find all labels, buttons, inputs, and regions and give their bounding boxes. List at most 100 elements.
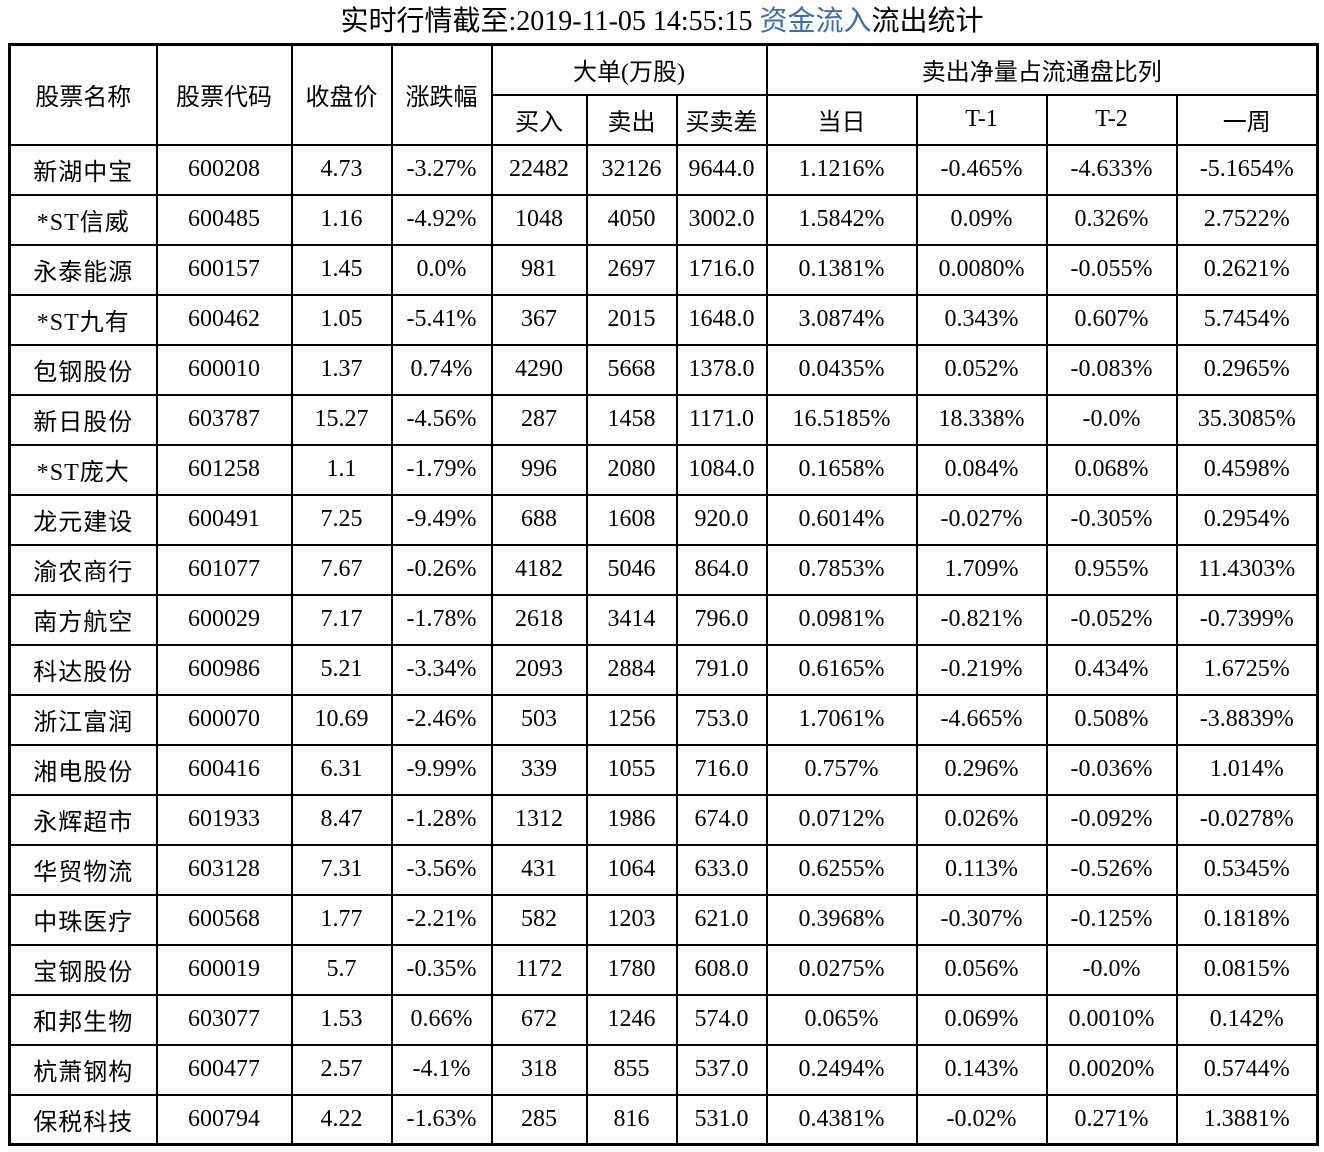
- today-ratio-cell: 0.757%: [765, 743, 918, 796]
- change-percent-cell: 0.66%: [390, 993, 493, 1046]
- change-percent-cell: -5.41%: [390, 293, 493, 346]
- stock-code-cell: 603077: [155, 993, 293, 1046]
- stock-code-cell: 600157: [155, 243, 293, 296]
- close-price-cell: 1.05: [290, 293, 393, 346]
- table-row: 南方航空 600029 7.17 -1.78% 2618 3414 796.0 0.0981%…: [8, 593, 1319, 646]
- buy-sell-diff-cell: 864.0: [675, 543, 768, 596]
- t2-ratio-cell: 0.434%: [1045, 643, 1178, 696]
- table-body: 新湖中宝 600208 4.73 -3.27% 22482 32126 9644.0 1.12…: [8, 143, 1319, 1146]
- stock-code-cell: 600010: [155, 343, 293, 396]
- sell-volume-cell: 1608: [585, 493, 678, 546]
- today-ratio-cell: 16.5185%: [765, 393, 918, 446]
- t2-ratio-cell: 0.508%: [1045, 693, 1178, 746]
- t1-ratio-cell: 0.143%: [915, 1043, 1048, 1096]
- t1-ratio-cell: 0.052%: [915, 343, 1048, 396]
- week-ratio-cell: 11.4303%: [1175, 543, 1319, 596]
- t1-ratio-cell: 1.709%: [915, 543, 1048, 596]
- change-percent-cell: -2.21%: [390, 893, 493, 946]
- stock-code-cell: 600794: [155, 1093, 293, 1146]
- t2-ratio-cell: 0.326%: [1045, 193, 1178, 246]
- today-ratio-cell: 0.4381%: [765, 1093, 918, 1146]
- t1-ratio-cell: 0.084%: [915, 443, 1048, 496]
- buy-volume-cell: 4182: [490, 543, 588, 596]
- close-price-cell: 5.7: [290, 943, 393, 996]
- table-row: 宝钢股份 600019 5.7 -0.35% 1172 1780 608.0 0.0275% 0…: [8, 943, 1319, 996]
- buy-sell-diff-cell: 753.0: [675, 693, 768, 746]
- sell-volume-cell: 816: [585, 1093, 678, 1146]
- t2-ratio-cell: -0.036%: [1045, 743, 1178, 796]
- t1-ratio-cell: 0.026%: [915, 793, 1048, 846]
- t2-ratio-cell: -0.052%: [1045, 593, 1178, 646]
- buy-sell-diff-cell: 621.0: [675, 893, 768, 946]
- stock-code-cell: 603128: [155, 843, 293, 896]
- table-row: 渝农商行 601077 7.67 -0.26% 4182 5046 864.0 0.7853%…: [8, 543, 1319, 596]
- stock-name-cell: 浙江富润: [8, 693, 158, 746]
- stock-name-cell: 新日股份: [8, 393, 158, 446]
- close-price-cell: 7.67: [290, 543, 393, 596]
- buy-sell-diff-cell: 3002.0: [675, 193, 768, 246]
- close-price-cell: 1.16: [290, 193, 393, 246]
- buy-sell-diff-cell: 716.0: [675, 743, 768, 796]
- today-ratio-cell: 0.065%: [765, 993, 918, 1046]
- buy-sell-diff-cell: 633.0: [675, 843, 768, 896]
- week-ratio-cell: 35.3085%: [1175, 393, 1319, 446]
- table-row: 科达股份 600986 5.21 -3.34% 2093 2884 791.0 0.6165%…: [8, 643, 1319, 696]
- change-percent-cell: -1.63%: [390, 1093, 493, 1146]
- t1-ratio-cell: -4.665%: [915, 693, 1048, 746]
- sell-volume-cell: 1203: [585, 893, 678, 946]
- close-price-cell: 1.45: [290, 243, 393, 296]
- week-ratio-cell: 1.3881%: [1175, 1093, 1319, 1146]
- today-ratio-cell: 0.1658%: [765, 443, 918, 496]
- buy-volume-cell: 318: [490, 1043, 588, 1096]
- t2-ratio-cell: 0.0020%: [1045, 1043, 1178, 1096]
- stock-code-cell: 600568: [155, 893, 293, 946]
- sell-volume-cell: 3414: [585, 593, 678, 646]
- week-ratio-cell: 0.2965%: [1175, 343, 1319, 396]
- t2-ratio-cell: -0.526%: [1045, 843, 1178, 896]
- week-ratio-cell: 0.2621%: [1175, 243, 1319, 296]
- close-price-cell: 6.31: [290, 743, 393, 796]
- buy-sell-diff-cell: 608.0: [675, 943, 768, 996]
- buy-volume-cell: 503: [490, 693, 588, 746]
- sell-volume-cell: 1458: [585, 393, 678, 446]
- t2-ratio-cell: -0.0%: [1045, 943, 1178, 996]
- close-price-cell: 1.1: [290, 443, 393, 496]
- t1-ratio-cell: 0.09%: [915, 193, 1048, 246]
- stock-name-cell: 永辉超市: [8, 793, 158, 846]
- today-ratio-cell: 0.6255%: [765, 843, 918, 896]
- header-group-net-sell-ratio: 卖出净量占流通盘比列: [765, 43, 1319, 96]
- t1-ratio-cell: 0.069%: [915, 993, 1048, 1046]
- stock-name-cell: *ST信威: [8, 193, 158, 246]
- stock-name-cell: 湘电股份: [8, 743, 158, 796]
- today-ratio-cell: 0.0712%: [765, 793, 918, 846]
- title-prefix: 实时行情截至:2019-11-05 14:55:15: [340, 6, 760, 37]
- t1-ratio-cell: 0.296%: [915, 743, 1048, 796]
- table-row: 杭萧钢构 600477 2.57 -4.1% 318 855 537.0 0.2494% 0.1…: [8, 1043, 1319, 1096]
- today-ratio-cell: 0.0275%: [765, 943, 918, 996]
- buy-volume-cell: 285: [490, 1093, 588, 1146]
- buy-volume-cell: 22482: [490, 143, 588, 196]
- header-group-big-orders: 大单(万股): [490, 43, 768, 96]
- buy-sell-diff-cell: 920.0: [675, 493, 768, 546]
- header-change-percent: 涨跌幅: [390, 43, 493, 146]
- change-percent-cell: -4.1%: [390, 1043, 493, 1096]
- change-percent-cell: -2.46%: [390, 693, 493, 746]
- t2-ratio-cell: 0.271%: [1045, 1093, 1178, 1146]
- change-percent-cell: -0.35%: [390, 943, 493, 996]
- buy-volume-cell: 1172: [490, 943, 588, 996]
- buy-sell-diff-cell: 9644.0: [675, 143, 768, 196]
- t1-ratio-cell: 0.343%: [915, 293, 1048, 346]
- stock-code-cell: 601077: [155, 543, 293, 596]
- week-ratio-cell: -0.7399%: [1175, 593, 1319, 646]
- t1-ratio-cell: 18.338%: [915, 393, 1048, 446]
- buy-volume-cell: 981: [490, 243, 588, 296]
- today-ratio-cell: 0.7853%: [765, 543, 918, 596]
- header-today: 当日: [765, 93, 918, 146]
- change-percent-cell: -4.56%: [390, 393, 493, 446]
- sell-volume-cell: 4050: [585, 193, 678, 246]
- close-price-cell: 1.53: [290, 993, 393, 1046]
- change-percent-cell: -1.28%: [390, 793, 493, 846]
- header-row-sub: 买入 卖出 买卖差 当日 T-1 T-2 一周: [10, 93, 1319, 146]
- buy-volume-cell: 688: [490, 493, 588, 546]
